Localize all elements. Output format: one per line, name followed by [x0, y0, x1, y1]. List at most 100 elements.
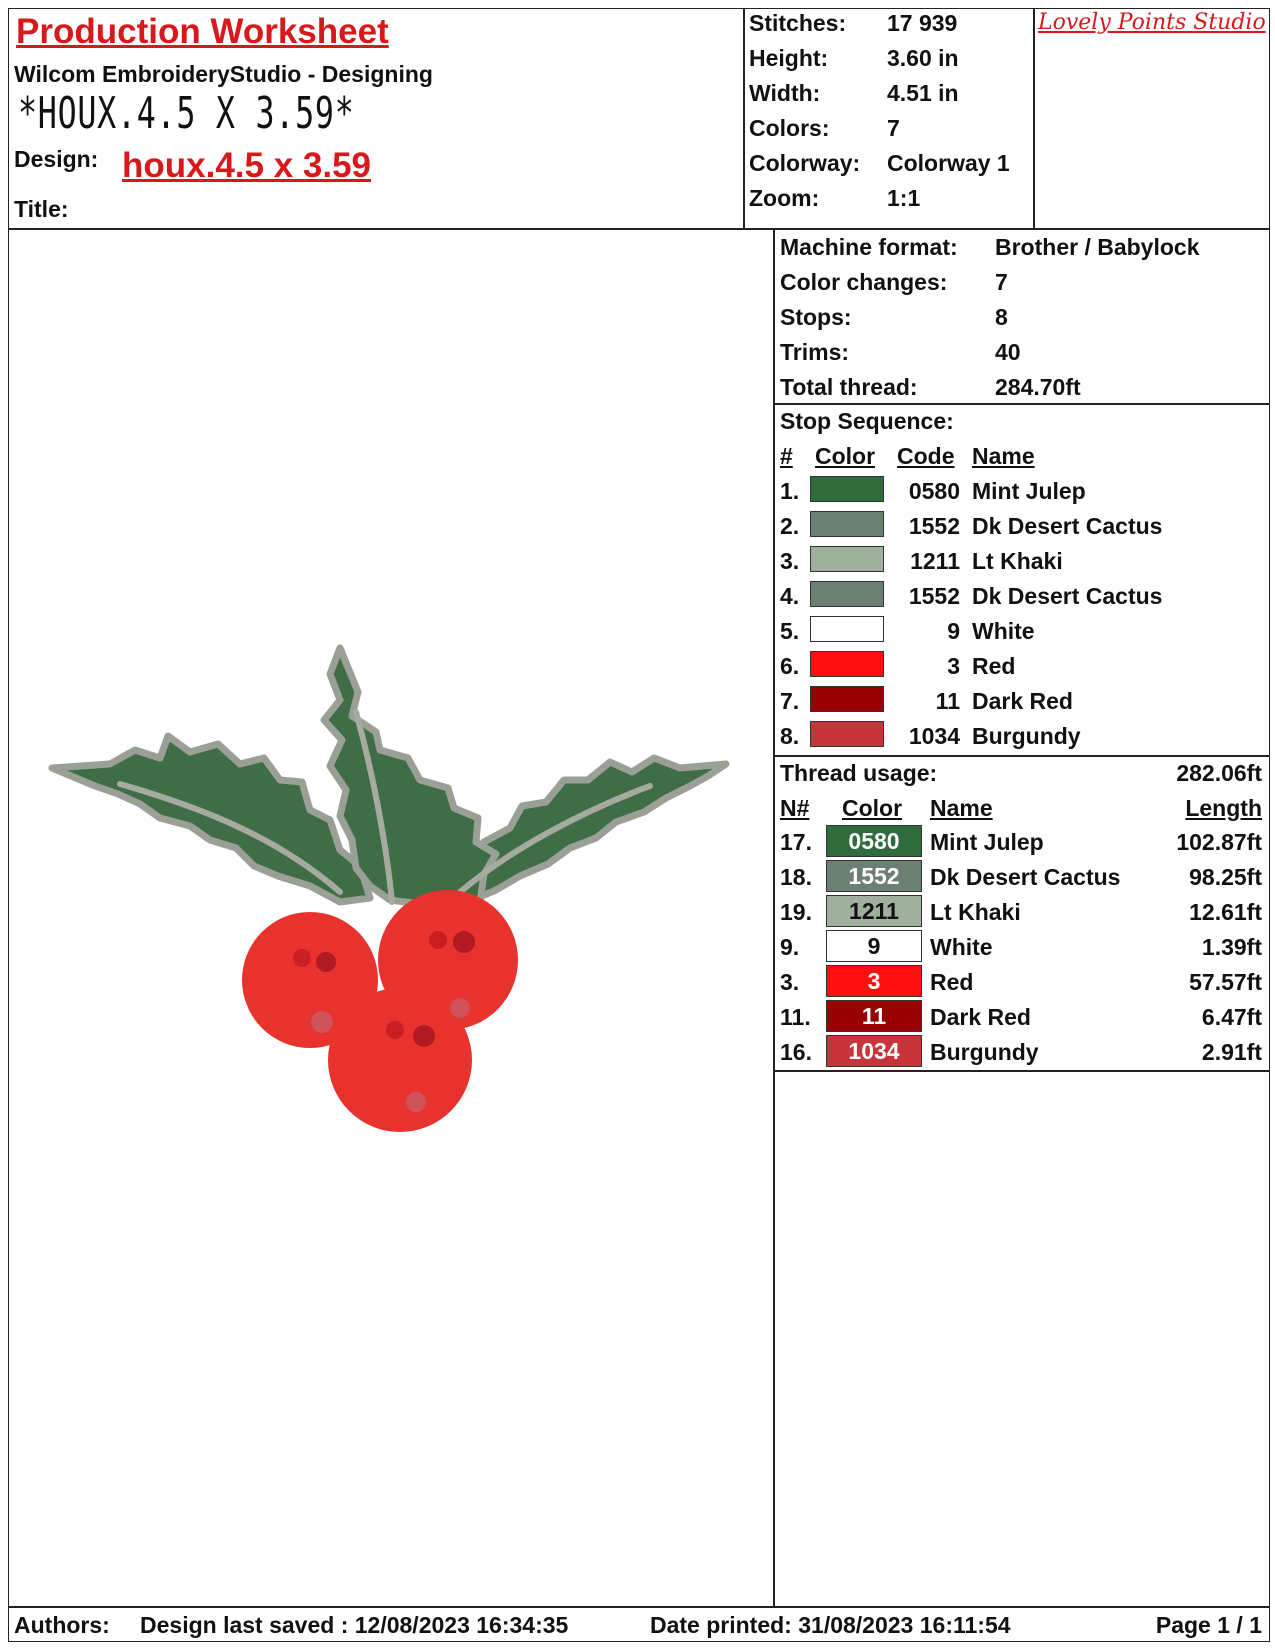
berry-dot [406, 1092, 426, 1112]
usage-row-length: 2.91ft [1201, 1039, 1262, 1065]
machine-label: Color changes: [780, 269, 948, 295]
stop-row-num: 7. [780, 688, 800, 714]
stop-row-code: 3 [947, 653, 960, 679]
stop-row-swatch [810, 581, 884, 607]
usage-col-color: Color [842, 795, 903, 821]
usage-col-name: Name [930, 795, 993, 821]
info-label: Stitches: [749, 10, 847, 36]
berry-dot [429, 931, 447, 949]
header-divider [8, 228, 1270, 230]
stop-row-swatch [810, 511, 884, 537]
machine-label: Stops: [780, 304, 852, 330]
berry-bottom [328, 988, 472, 1132]
design-value: houx.4.5 x 3.59 [122, 146, 372, 185]
info-label: Colors: [749, 115, 830, 141]
usage-row-length: 57.57ft [1189, 969, 1262, 995]
stop-row-swatch [810, 686, 884, 712]
design-label: Design: [14, 146, 99, 172]
usage-row-name: Dk Desert Cactus [930, 864, 1121, 890]
right-leaf-vein [457, 783, 653, 895]
holly-berries-icon [242, 890, 518, 1132]
stop-row-code: 11 [935, 688, 960, 714]
machine-label: Machine format: [780, 234, 958, 260]
center-leaf-vein [353, 709, 395, 905]
info-value: 7 [887, 115, 900, 141]
usage-row-num: 16. [780, 1039, 812, 1065]
stop-row-code: 1211 [910, 548, 960, 574]
left-leaf [48, 732, 374, 906]
berry-dot [413, 1025, 435, 1047]
stop-row-name: White [972, 618, 1035, 644]
berry-dot [311, 1011, 333, 1033]
footer-last-saved: Design last saved : 12/08/2023 16:34:35 [140, 1612, 569, 1638]
stop-row-num: 6. [780, 653, 800, 679]
machine-value: Brother / Babylock [995, 234, 1200, 260]
footer-authors: Authors: [14, 1612, 110, 1638]
stop-col-num: # [780, 443, 793, 469]
usage-col-length: Length [1185, 795, 1262, 821]
stop-row-num: 3. [780, 548, 800, 574]
usage-row-color-chip: 9 [826, 930, 922, 962]
stop-row-num: 8. [780, 723, 800, 749]
stop-row-name: Mint Julep [972, 478, 1086, 504]
berry-dot [316, 952, 336, 972]
berry-left [242, 912, 378, 1048]
usage-row-name: Burgundy [930, 1039, 1039, 1065]
usage-row-length: 1.39ft [1201, 934, 1262, 960]
usage-row-name: Lt Khaki [930, 899, 1021, 925]
stop-sequence-heading: Stop Sequence: [780, 408, 954, 434]
machine-value: 8 [995, 304, 1008, 330]
software-name: Wilcom EmbroideryStudio - Designing [14, 61, 433, 87]
header-vdivider-right [1033, 8, 1035, 229]
stop-row-name: Lt Khaki [972, 548, 1063, 574]
usage-col-num: N# [780, 795, 810, 821]
stop-row-code: 9 [947, 618, 960, 644]
stop-row-name: Dk Desert Cactus [972, 583, 1163, 609]
berry-dot [450, 998, 470, 1018]
info-value: 4.51 in [887, 80, 959, 106]
usage-row-num: 3. [780, 969, 800, 995]
usage-row-color-chip: 11 [826, 1000, 922, 1032]
info-value: 3.60 in [887, 45, 959, 71]
info-label: Height: [749, 45, 829, 71]
usage-row-length: 98.25ft [1189, 864, 1262, 890]
stop-row-code: 1034 [908, 723, 960, 749]
usage-row-length: 12.61ft [1189, 899, 1262, 925]
usage-row-name: Dark Red [930, 1004, 1031, 1030]
usage-row-num: 17. [780, 829, 812, 855]
usage-row-length: 6.47ft [1201, 1004, 1262, 1030]
machine-label: Trims: [780, 339, 850, 365]
usage-divider [773, 1070, 1270, 1072]
usage-row-color-chip: 1552 [826, 860, 922, 892]
usage-row-color-chip: 1034 [826, 1035, 922, 1067]
body-vdivider [773, 228, 775, 1606]
footer-divider [8, 1606, 1270, 1608]
stop-row-swatch [810, 546, 884, 572]
berry-dot [386, 1021, 404, 1039]
stop-col-color: Color [815, 443, 876, 469]
worksheet-frame [8, 8, 1270, 1642]
info-label: Width: [749, 80, 821, 106]
thread-usage-heading: Thread usage: [780, 760, 938, 786]
stops-divider [773, 755, 1270, 757]
usage-row-color-chip: 1211 [826, 895, 922, 927]
usage-row-name: Red [930, 969, 974, 995]
stop-row-num: 5. [780, 618, 800, 644]
stop-row-name: Burgundy [972, 723, 1081, 749]
machine-value: 284.70ft [995, 374, 1081, 400]
thread-usage-total: 282.06ft [1176, 760, 1262, 786]
stop-row-swatch [810, 721, 884, 747]
usage-row-num: 18. [780, 864, 812, 890]
stop-row-swatch [810, 616, 884, 642]
machine-divider [773, 403, 1270, 405]
stop-row-code: 1552 [908, 513, 960, 539]
info-value: Colorway 1 [887, 150, 1010, 176]
machine-value: 7 [995, 269, 1008, 295]
stop-row-name: Red [972, 653, 1016, 679]
studio-logo-text: Lovely Points Studio [1038, 10, 1266, 35]
footer-page: Page 1 / 1 [1155, 1612, 1262, 1638]
stop-col-code: Code [897, 443, 955, 469]
stop-row-code: 0580 [908, 478, 960, 504]
berry-dot [293, 949, 311, 967]
header-vdivider-left [743, 8, 745, 229]
